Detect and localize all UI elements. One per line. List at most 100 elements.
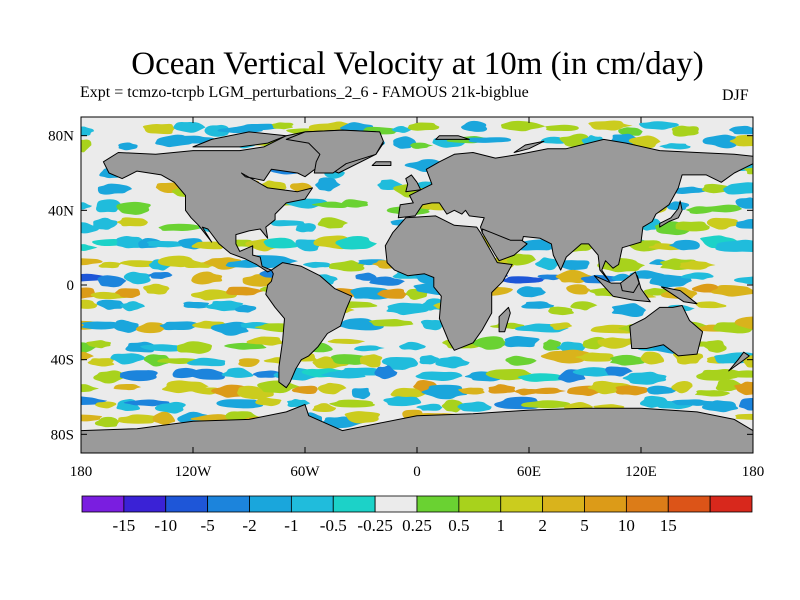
velocity-patch: [328, 260, 366, 272]
velocity-patch: [115, 288, 141, 299]
velocity-patch: [117, 414, 164, 424]
velocity-patch: [575, 352, 614, 362]
land-greenland: [285, 129, 384, 174]
map-area: [81, 117, 753, 453]
land-madagascar: [498, 306, 511, 333]
velocity-patch: [545, 124, 579, 131]
velocity-patch: [605, 366, 633, 377]
velocity-patch: [94, 401, 117, 409]
velocity-patch: [186, 357, 226, 367]
land-uk: [405, 174, 422, 193]
velocity-patch: [410, 142, 434, 149]
velocity-patch: [504, 336, 540, 348]
velocity-patch: [295, 223, 316, 233]
velocity-patch: [344, 411, 381, 424]
colorbar-swatch: [81, 495, 125, 513]
velocity-patch: [549, 322, 573, 330]
velocity-patch: [609, 354, 645, 366]
velocity-patch: [734, 316, 753, 330]
velocity-patch: [140, 344, 187, 352]
land-japan: [659, 200, 683, 228]
velocity-patch: [679, 260, 716, 270]
velocity-patch: [238, 358, 260, 367]
axis-ticks: [80, 117, 754, 453]
velocity-patch: [733, 276, 753, 285]
velocity-patch: [640, 351, 665, 365]
velocity-patch: [234, 304, 257, 313]
velocity-patch: [542, 339, 561, 351]
velocity-patch: [457, 401, 492, 412]
velocity-patch: [735, 197, 753, 209]
velocity-patch: [225, 286, 264, 296]
colorbar-label: 0.5: [448, 516, 469, 535]
velocity-patch: [186, 368, 226, 380]
velocity-patch: [176, 341, 213, 354]
velocity-patch: [81, 414, 103, 422]
velocity-patch: [556, 341, 586, 353]
velocity-patch: [335, 236, 377, 250]
velocity-patch: [265, 220, 306, 227]
velocity-patch: [521, 301, 555, 309]
land-new-zealand: [728, 351, 750, 372]
velocity-patch: [110, 353, 147, 365]
velocity-patch: [143, 354, 172, 367]
velocity-patch: [618, 127, 643, 136]
velocity-patch: [191, 241, 227, 250]
velocity-patch: [205, 300, 244, 312]
land-new-guinea: [661, 286, 698, 305]
lat-label: 40N: [48, 203, 74, 219]
colorbar-swatch: [542, 495, 585, 513]
colorbar-label: -0.5: [320, 516, 347, 535]
velocity-patch: [421, 384, 468, 400]
velocity-patch: [152, 411, 176, 426]
velocity-patch: [441, 399, 467, 413]
colorbar-swatch: [290, 495, 334, 513]
velocity-patch: [419, 355, 441, 365]
lon-label: 120W: [175, 464, 213, 480]
colorbar-boxes: [81, 495, 753, 513]
velocity-patch: [95, 199, 122, 213]
velocity-patch: [191, 271, 223, 285]
velocity-patch: [246, 336, 285, 346]
land-svalbard: [435, 135, 470, 140]
velocity-patch: [81, 244, 98, 251]
land-eurasia: [397, 138, 753, 282]
velocity-patch: [711, 284, 753, 297]
velocity-patch: [729, 135, 753, 147]
velocity-patch: [86, 340, 112, 349]
velocity-patch: [221, 367, 254, 378]
velocity-patch: [312, 403, 337, 412]
land-novaya-zemlya: [513, 140, 545, 153]
velocity-patch: [116, 201, 151, 215]
velocity-patch: [570, 301, 598, 311]
velocity-patch: [93, 370, 127, 384]
velocity-patch: [611, 303, 647, 317]
lat-label: 80N: [48, 129, 74, 145]
colorbar-label: -5: [201, 516, 215, 535]
velocity-patch: [572, 367, 616, 377]
velocity-patch: [353, 345, 385, 352]
velocity-patch: [355, 272, 377, 281]
velocity-patch: [112, 319, 139, 333]
colorbar-swatch: [458, 495, 502, 513]
velocity-patch: [81, 351, 94, 361]
velocity-patch: [646, 385, 677, 395]
velocity-patch: [173, 121, 206, 133]
velocity-patch: [146, 240, 186, 248]
velocity-patch: [675, 221, 710, 232]
velocity-patch: [255, 397, 282, 407]
colorbar-swatch: [709, 495, 753, 513]
velocity-patch: [659, 143, 691, 150]
velocity-patch: [120, 301, 145, 312]
velocity-patch: [291, 385, 318, 395]
lat-label: 40S: [51, 353, 74, 369]
land-arabia-fill: [481, 228, 528, 262]
velocity-patch: [415, 371, 463, 381]
velocity-patch: [159, 321, 198, 331]
colorbar-label: -10: [154, 516, 177, 535]
velocity-patch: [407, 122, 440, 131]
colorbar-label: 0.25: [402, 516, 432, 535]
land-arctic-islands: [192, 131, 287, 148]
land-africa: [384, 215, 513, 351]
